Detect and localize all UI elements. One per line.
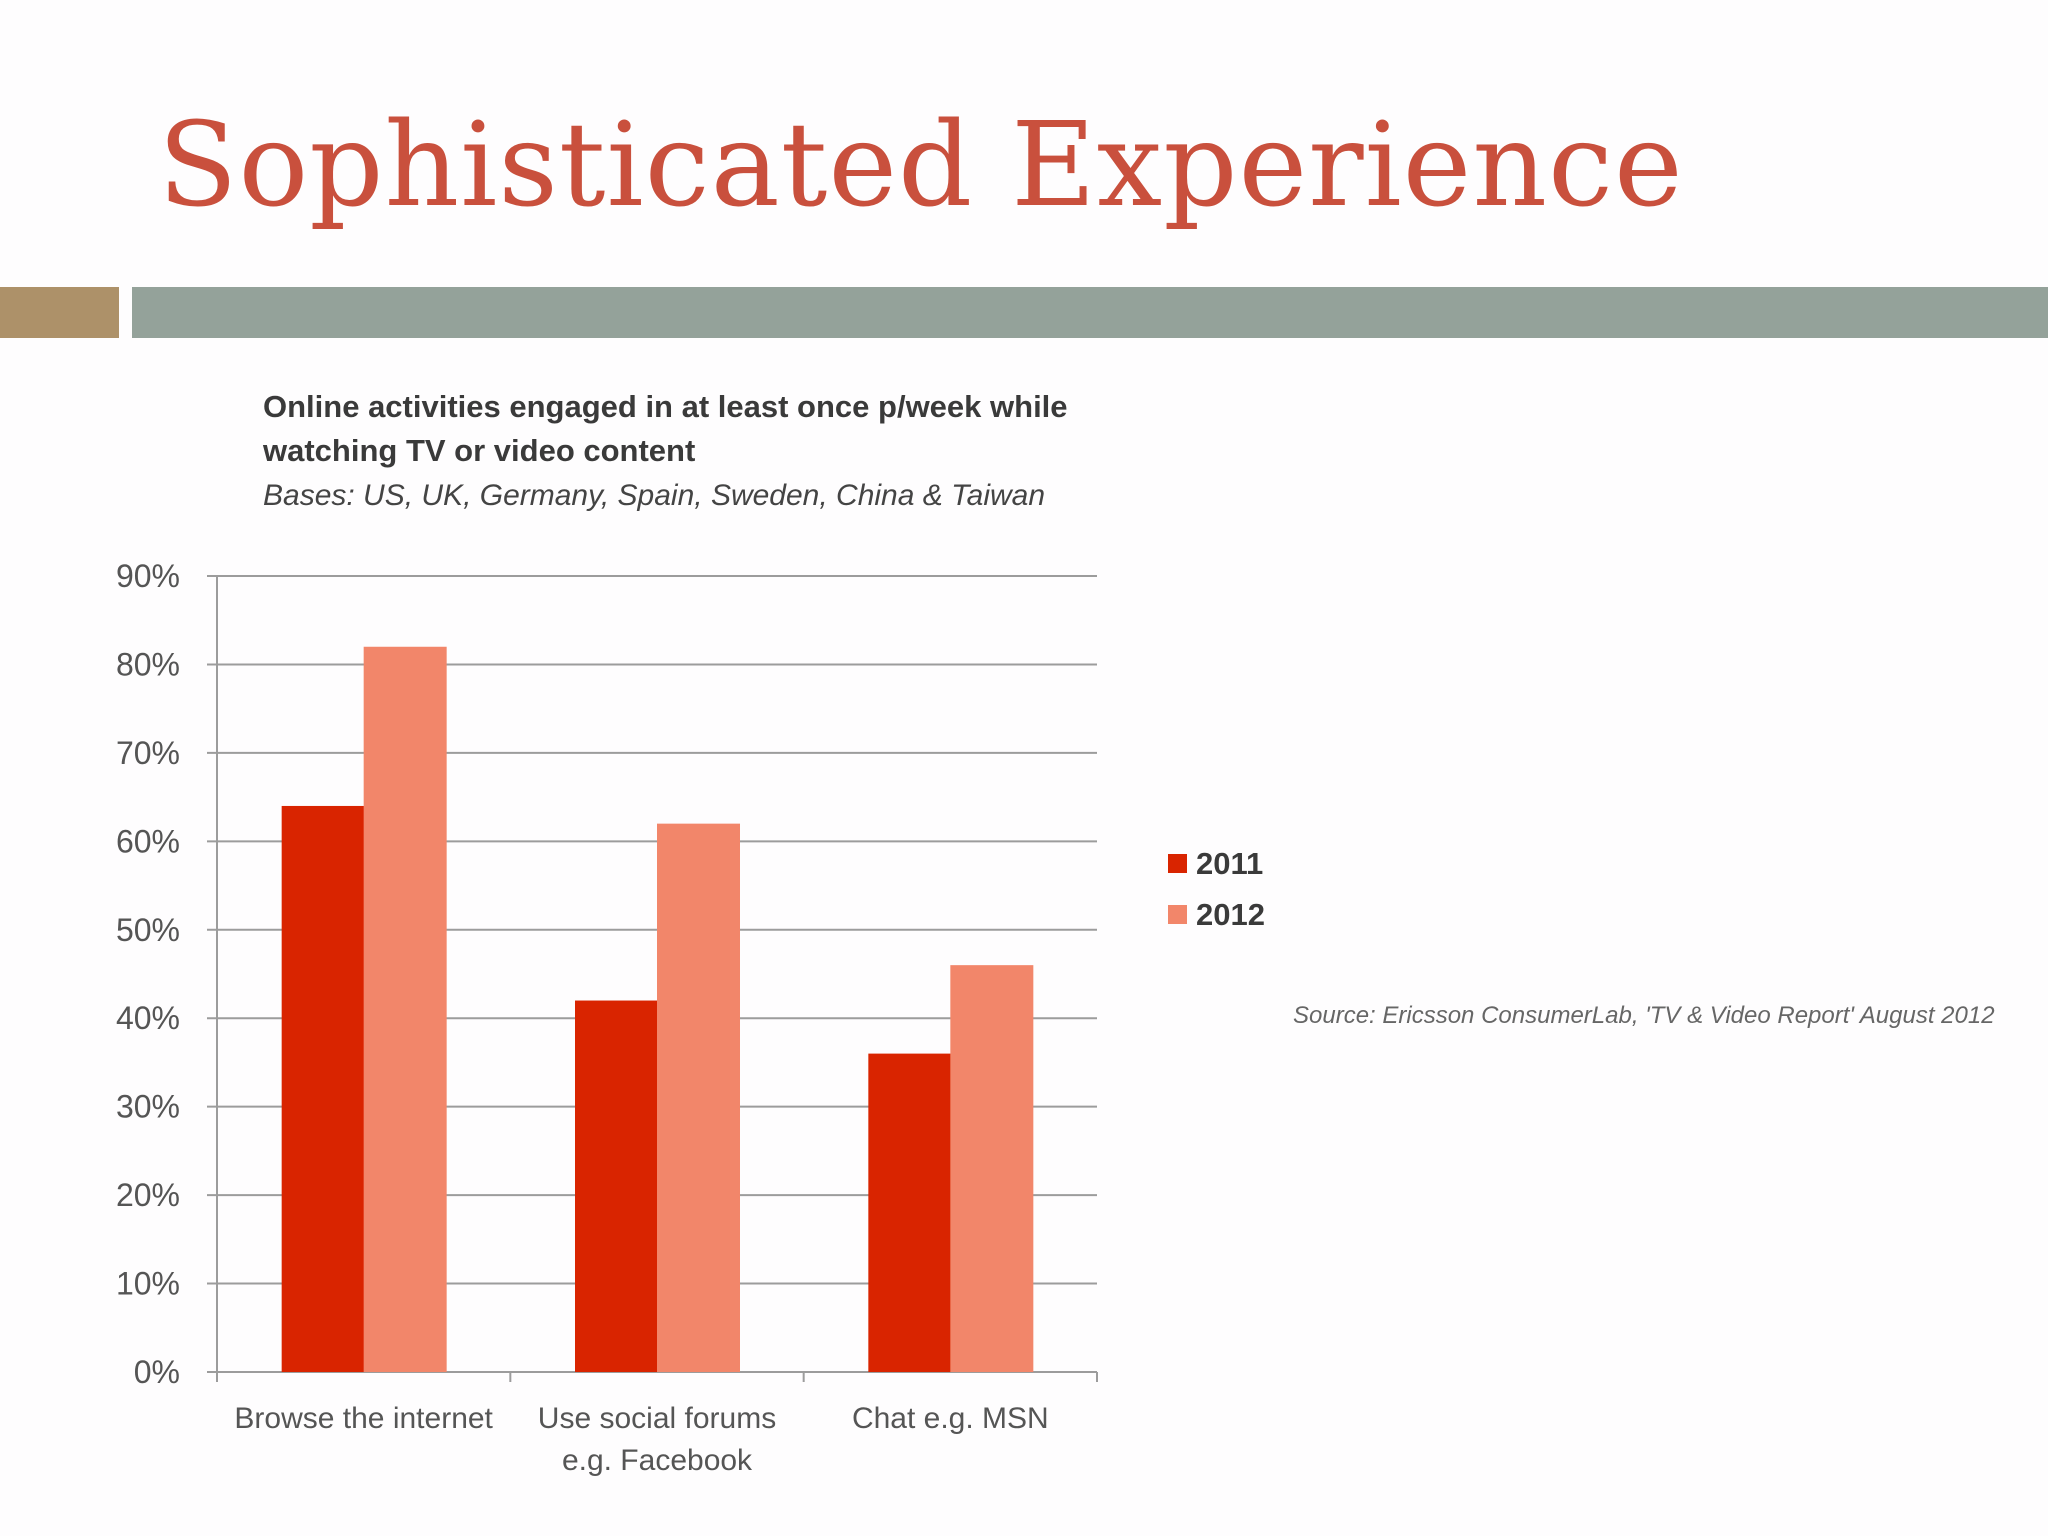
y-tick-label: 10% (116, 1266, 180, 1302)
bar-2011 (281, 805, 365, 1372)
chart-subtitle: Bases: US, UK, Germany, Spain, Sweden, C… (263, 479, 1046, 512)
chart-title: Online activities engaged in at least on… (263, 389, 1068, 468)
y-tick-label: 20% (116, 1177, 180, 1213)
bar-2012 (657, 823, 740, 1372)
category-label: e.g. Facebook (562, 1444, 753, 1477)
y-tick-label: 0% (134, 1354, 180, 1390)
legend-label-2011: 2011 (1196, 846, 1263, 881)
category-label: Browse the internet (234, 1402, 493, 1435)
bar-2011 (868, 1053, 952, 1372)
bar-2011 (575, 1000, 658, 1372)
y-tick-label: 90% (116, 558, 180, 594)
category-label: Chat e.g. MSN (852, 1402, 1049, 1435)
accent-bar-right (132, 287, 2048, 338)
y-tick-label: 40% (116, 1000, 180, 1036)
accent-bar-left (0, 287, 119, 338)
y-tick-label: 50% (116, 912, 180, 948)
legend-label-2012: 2012 (1196, 897, 1265, 932)
y-tick-label: 70% (116, 735, 180, 771)
source-note: Source: Ericsson ConsumerLab, 'TV & Vide… (1293, 1002, 1995, 1029)
y-tick-label: 30% (116, 1089, 180, 1125)
legend-swatch-2012 (1168, 905, 1187, 924)
y-tick-label: 80% (116, 646, 180, 682)
slide-title: Sophisticated Experience (158, 98, 1684, 233)
bar-2012 (363, 646, 447, 1372)
y-tick-label: 60% (116, 823, 180, 859)
bar-2012 (950, 965, 1034, 1372)
category-label: Use social forums (538, 1402, 776, 1435)
legend-swatch-2011 (1168, 854, 1187, 873)
